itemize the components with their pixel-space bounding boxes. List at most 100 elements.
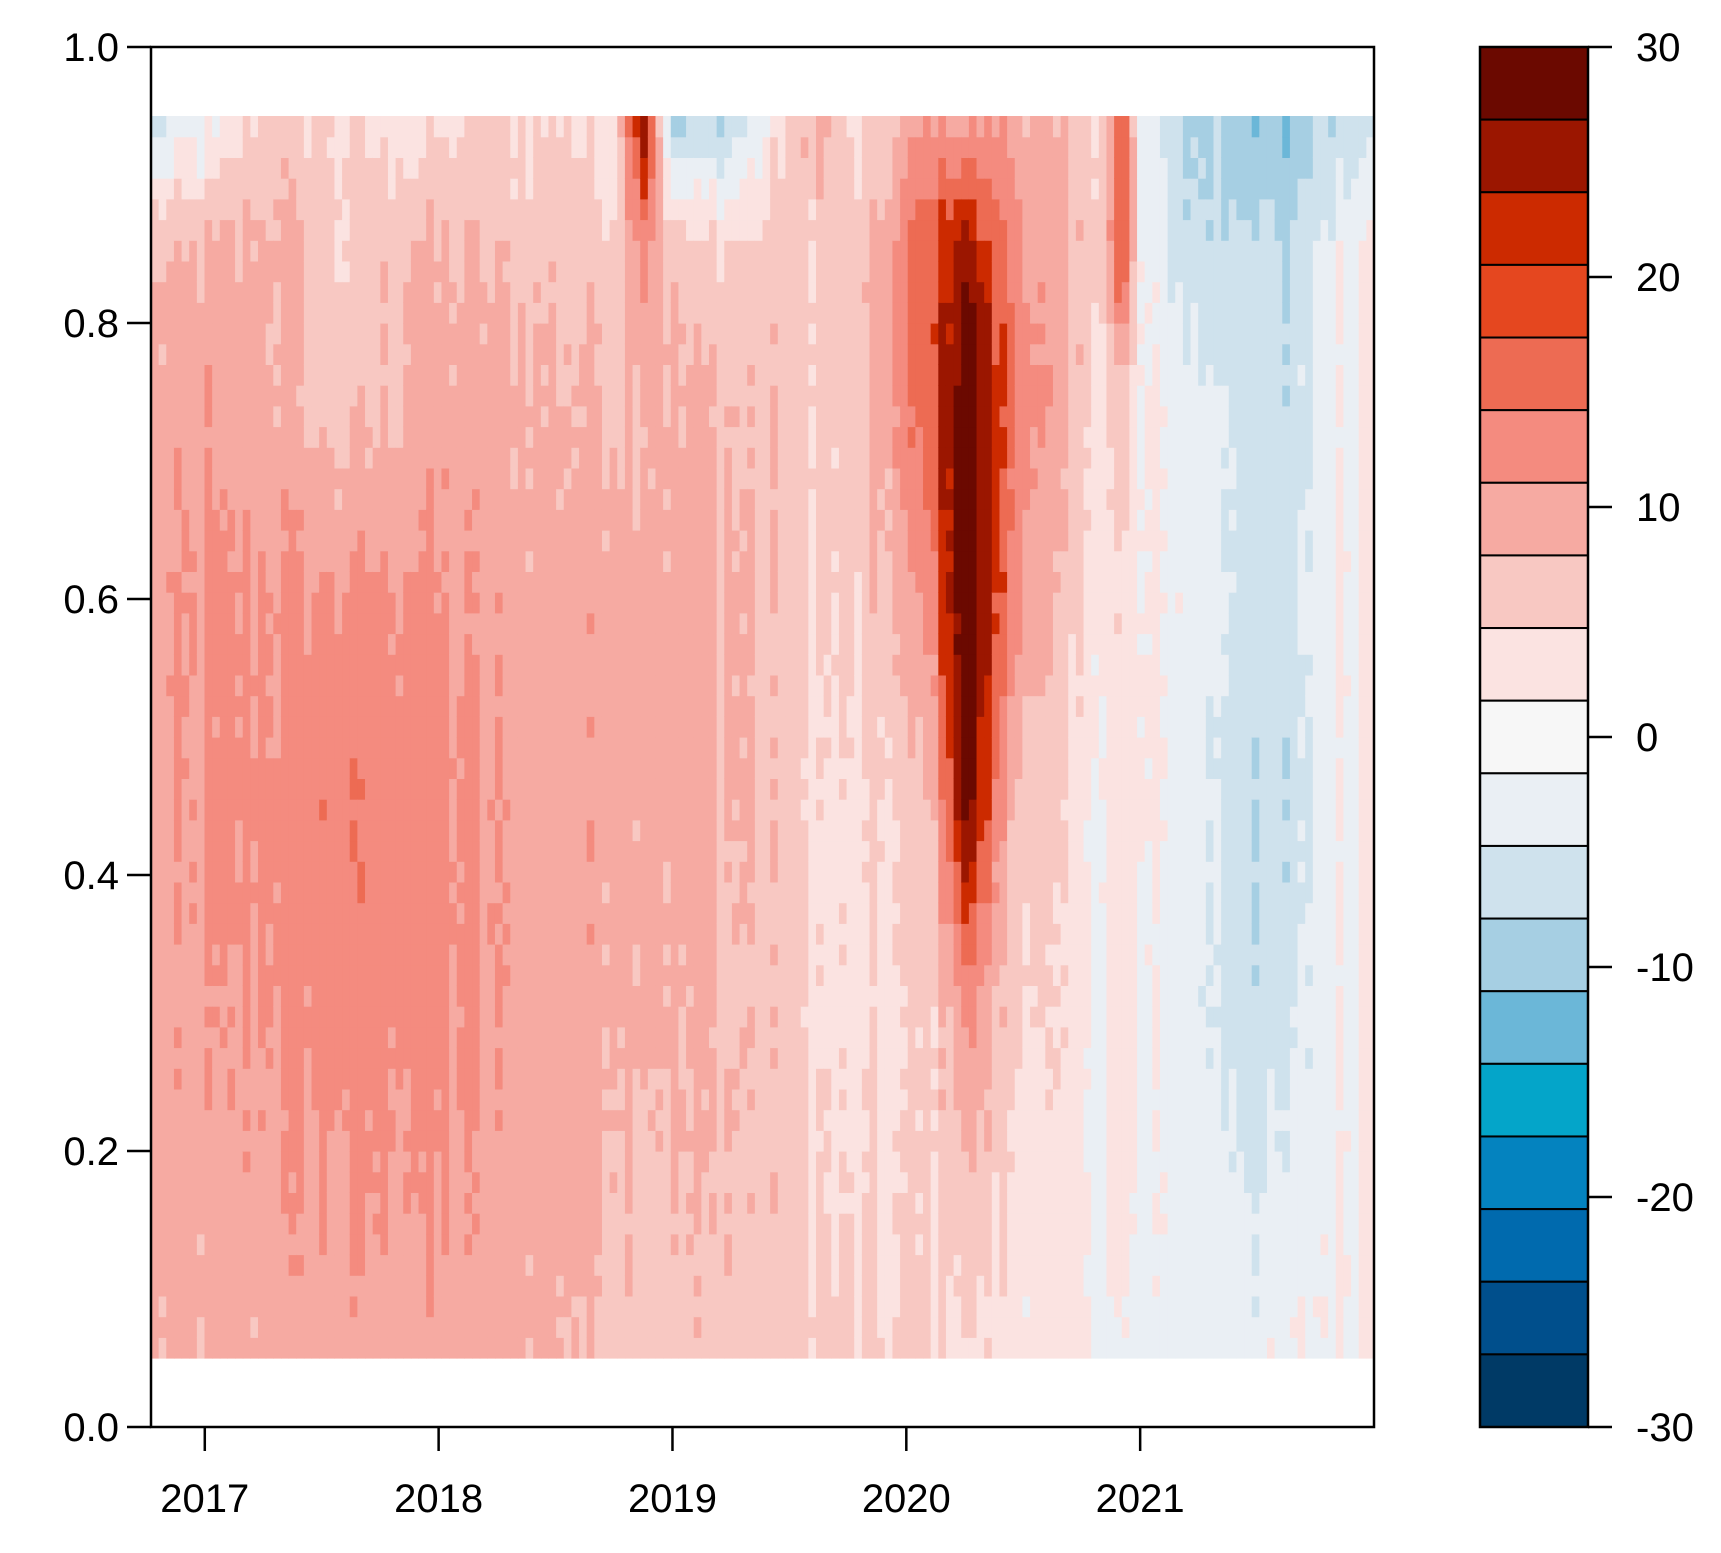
heatmap-cell [716, 178, 725, 200]
heatmap-cell [617, 447, 626, 469]
heatmap-cell [250, 240, 259, 262]
heatmap-cell [227, 1130, 236, 1152]
heatmap-cell [525, 757, 534, 779]
heatmap-cell [349, 426, 358, 448]
heatmap-cell [258, 405, 267, 428]
heatmap-cell [701, 592, 710, 614]
heatmap-cell [280, 1151, 290, 1173]
heatmap-cell [319, 1130, 328, 1152]
heatmap-cell [380, 447, 389, 469]
heatmap-cell [640, 840, 649, 862]
heatmap-cell [151, 364, 160, 386]
heatmap-cell [770, 1254, 779, 1276]
heatmap-cell [380, 281, 389, 303]
heatmap-cell [472, 157, 481, 179]
heatmap-cell [151, 1151, 160, 1173]
heatmap-cell [410, 447, 420, 469]
heatmap-cell [494, 1192, 504, 1214]
heatmap-cell [571, 1068, 580, 1090]
heatmap-cell [609, 509, 618, 531]
heatmap-cell [647, 881, 657, 904]
heatmap-cell [716, 778, 725, 800]
heatmap-cell [655, 116, 664, 138]
heatmap-cell [556, 281, 565, 303]
heatmap-cell [754, 1088, 764, 1111]
heatmap-cell [449, 467, 458, 490]
heatmap-cell [196, 1151, 206, 1173]
heatmap-cell [410, 1088, 420, 1111]
heatmap-cell [151, 861, 160, 883]
heatmap-cell [441, 302, 450, 324]
heatmap-cell [716, 985, 725, 1007]
heatmap-cell [357, 757, 366, 779]
heatmap-cell [533, 944, 542, 966]
heatmap-cell [387, 944, 397, 966]
heatmap-cell [395, 1088, 404, 1111]
heatmap-cell [632, 550, 641, 572]
heatmap-cell [181, 1233, 190, 1256]
heatmap-cell [601, 1337, 611, 1359]
heatmap-cell [204, 1047, 213, 1069]
heatmap-cell [212, 302, 221, 324]
heatmap-cell [479, 405, 488, 428]
heatmap-cell [724, 923, 733, 945]
heatmap-cell [624, 157, 634, 179]
heatmap-cell [357, 861, 366, 883]
heatmap-cell [586, 1192, 595, 1214]
heatmap-cell [349, 695, 358, 717]
heatmap-cell [708, 1295, 718, 1318]
heatmap-cell [571, 1233, 580, 1256]
heatmap-cell [640, 447, 649, 469]
heatmap-cell [326, 281, 336, 303]
heatmap-cell [517, 1109, 527, 1131]
heatmap-cell [548, 219, 557, 241]
heatmap-cell [235, 571, 244, 593]
heatmap-cell [258, 260, 267, 283]
heatmap-cell [173, 737, 183, 759]
heatmap-cell [647, 385, 657, 407]
heatmap-cell [487, 592, 496, 614]
heatmap-cell [449, 1026, 458, 1049]
heatmap-cell [731, 778, 741, 800]
heatmap-cell [579, 116, 588, 138]
heatmap-cell [319, 1047, 328, 1069]
heatmap-cell [151, 757, 160, 779]
heatmap-cell [342, 716, 351, 738]
heatmap-cell [456, 488, 465, 510]
heatmap-cell [754, 364, 764, 386]
heatmap-cell [632, 364, 641, 386]
heatmap-cell [418, 426, 427, 448]
heatmap-cell [632, 323, 641, 345]
heatmap-cell [296, 550, 305, 572]
heatmap-cell [609, 364, 618, 386]
heatmap-cell [319, 1006, 328, 1028]
heatmap-cell [494, 136, 504, 158]
heatmap-cell [777, 178, 787, 200]
heatmap-cell [517, 1068, 527, 1090]
heatmap-cell [609, 861, 618, 883]
heatmap-cell [227, 1047, 236, 1069]
heatmap-cell [173, 488, 183, 510]
heatmap-cell [189, 612, 198, 635]
heatmap-cell [303, 1337, 313, 1359]
heatmap-cell [342, 1068, 351, 1090]
heatmap-cell [556, 1130, 565, 1152]
heatmap-cell [265, 612, 274, 635]
heatmap-cell [770, 1151, 779, 1173]
heatmap-cell [326, 426, 336, 448]
heatmap-cell [235, 861, 244, 883]
heatmap-cell [579, 1233, 588, 1256]
heatmap-cell [158, 861, 167, 883]
heatmap-cell [250, 695, 259, 717]
heatmap-cell [754, 1047, 764, 1069]
heatmap-cell [357, 1088, 366, 1111]
heatmap-cell [747, 447, 756, 469]
heatmap-cell [686, 198, 695, 221]
heatmap-cell [296, 240, 305, 262]
heatmap-cell [479, 260, 488, 283]
heatmap-cell [395, 1151, 404, 1173]
heatmap-cell [747, 964, 756, 986]
heatmap-cell [242, 219, 251, 241]
heatmap-cell [708, 1213, 718, 1235]
heatmap-cell [540, 1295, 550, 1318]
